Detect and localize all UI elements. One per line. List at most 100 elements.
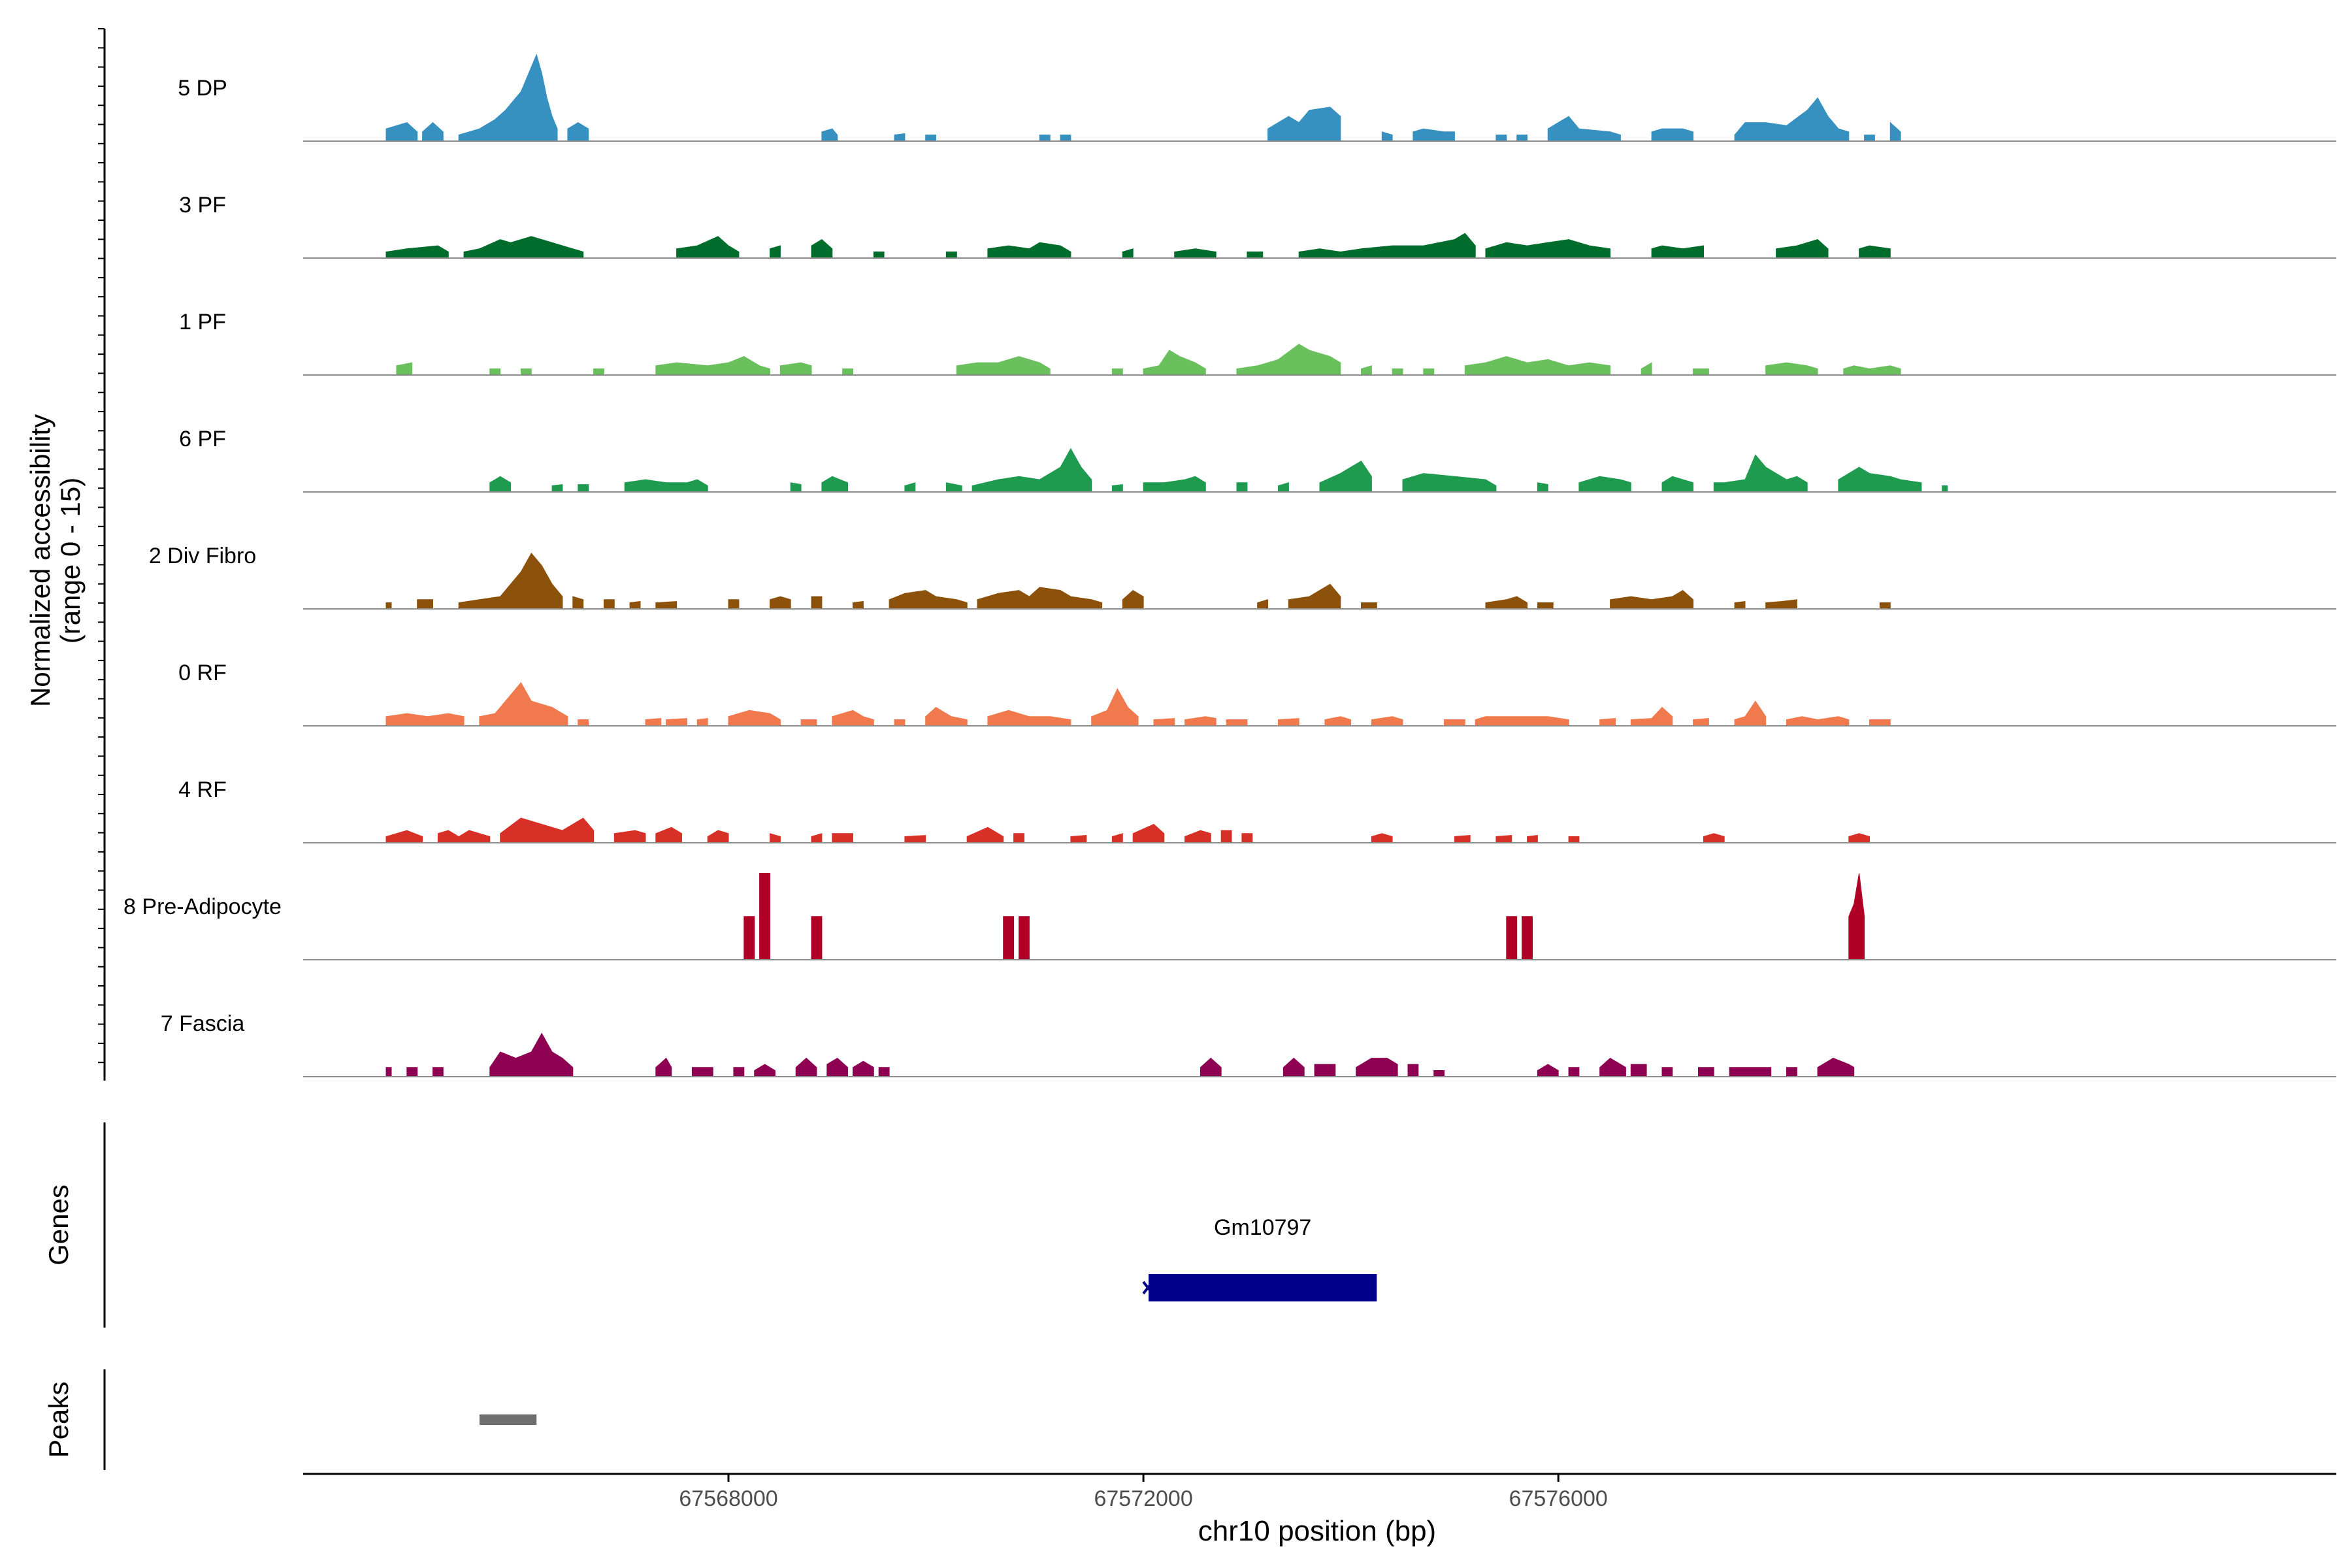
coverage-peak	[1153, 718, 1175, 727]
coverage-peak	[1019, 916, 1030, 960]
coverage-peak	[655, 1057, 672, 1077]
track-8-pre-adipocyte: 8 Pre-Adipocyte	[123, 873, 2336, 960]
coverage-peak	[1942, 485, 1948, 493]
coverage-peak	[878, 1067, 890, 1077]
coverage-peak	[1843, 365, 1901, 376]
coverage-peak	[1184, 830, 1211, 843]
coverage-peak	[1537, 482, 1548, 493]
coverage-peak	[1848, 833, 1870, 843]
coverage-peak	[853, 601, 864, 610]
coverage-peak	[1039, 135, 1051, 142]
coverage-peak	[873, 252, 885, 259]
coverage-peak	[691, 1067, 713, 1077]
coverage-peak	[1226, 719, 1248, 727]
coverage-peak	[733, 1067, 745, 1077]
coverage-peak	[1402, 473, 1497, 493]
coverage-peak	[770, 245, 781, 259]
coverage-peak	[977, 587, 1103, 610]
coverage-peak	[770, 833, 781, 843]
coverage-peak	[1111, 368, 1123, 376]
coverage-peak	[645, 718, 662, 727]
genes-track-label: Genes	[43, 1184, 74, 1266]
coverage-peak	[904, 482, 916, 493]
track-label: 1 PF	[179, 310, 226, 335]
coverage-peak	[655, 826, 682, 843]
coverage-peak	[1361, 365, 1372, 376]
coverage-peak	[1495, 135, 1507, 142]
coverage-peak	[1537, 1064, 1559, 1077]
coverage-peak	[1527, 835, 1538, 843]
coverage-peak	[613, 830, 646, 843]
track-label: 6 PF	[179, 427, 226, 451]
track-1-pf: 1 PF	[179, 310, 2336, 376]
coverage-peak	[1282, 1057, 1305, 1077]
coverage-peak	[500, 817, 595, 843]
coverage-peak	[1568, 1067, 1580, 1077]
coverage-peak	[1356, 1058, 1398, 1077]
coverage-peak	[1630, 1064, 1647, 1077]
coverage-peak	[1288, 583, 1341, 610]
coverage-peak	[945, 252, 957, 259]
x-axis-ticks: 67568000 67572000 67576000	[679, 1474, 1608, 1511]
coverage-peak	[1413, 128, 1455, 142]
coverage-peak	[676, 236, 740, 259]
coverage-peak	[811, 238, 833, 259]
coverage-peak	[1200, 1057, 1222, 1077]
coverage-peak	[1495, 835, 1512, 843]
coverage-peak	[1485, 239, 1611, 259]
track-7-fascia: 7 Fascia	[161, 1011, 2336, 1077]
coverage-peak	[1444, 719, 1465, 727]
coverage-peak	[385, 713, 465, 727]
gene-body	[1149, 1274, 1377, 1301]
coverage-peak	[1641, 362, 1652, 376]
coverage-peak	[1864, 135, 1875, 142]
x-tick-label: 67568000	[679, 1486, 777, 1511]
coverage-peak	[821, 128, 838, 142]
track-label: 3 PF	[179, 193, 226, 218]
coverage-peak	[956, 356, 1051, 376]
coverage-peak	[666, 718, 687, 727]
coverage-peak	[728, 710, 781, 727]
coverage-peak	[385, 830, 423, 843]
coverage-peak	[811, 916, 823, 960]
coverage-peak	[1184, 716, 1217, 727]
coverage-peak	[1869, 719, 1891, 727]
coverage-peak	[972, 448, 1092, 493]
coverage-peak	[433, 1067, 444, 1077]
coverage-peak	[624, 479, 708, 493]
coverage-peak	[572, 596, 584, 610]
coverage-peak	[437, 830, 491, 843]
coverage-peak	[1786, 1067, 1797, 1077]
coverage-peak	[520, 368, 532, 376]
peak-region	[479, 1414, 537, 1425]
coverage-peak	[925, 706, 968, 727]
coverage-peak	[1610, 589, 1694, 610]
coverage-peak	[800, 719, 817, 727]
coverage-peak	[406, 1067, 418, 1077]
strand-arrow-icon	[1142, 1281, 1154, 1295]
coverage-peak	[1371, 716, 1403, 727]
coverage-peak	[593, 368, 604, 376]
coverage-peak	[770, 596, 791, 610]
coverage-peak	[629, 601, 641, 610]
track-label: 2 Div Fibro	[149, 544, 256, 568]
peaks-track-label: Peaks	[43, 1382, 74, 1458]
coverage-peak	[1257, 599, 1269, 610]
genes-track: Gm10797	[1142, 1215, 1377, 1301]
coverage-peak	[1516, 135, 1528, 142]
x-tick-label: 67576000	[1509, 1486, 1608, 1511]
peaks-track	[479, 1414, 537, 1425]
track-2-div-fibro: 2 Div Fibro	[149, 544, 2336, 610]
track-label: 8 Pre-Adipocyte	[123, 894, 282, 919]
coverage-peak	[1433, 1070, 1445, 1077]
coverage-peak	[567, 122, 589, 142]
track-6-pf: 6 PF	[179, 427, 2336, 493]
coverage-peak	[1423, 368, 1435, 376]
coverage-peak	[1381, 131, 1393, 142]
coverage-peak	[945, 482, 962, 493]
coverage-peak	[1314, 1064, 1336, 1077]
coverage-peak	[1111, 484, 1123, 493]
coverage-peak	[1630, 706, 1673, 727]
coverage-peak	[1734, 601, 1746, 610]
coverage-peak	[385, 245, 449, 259]
